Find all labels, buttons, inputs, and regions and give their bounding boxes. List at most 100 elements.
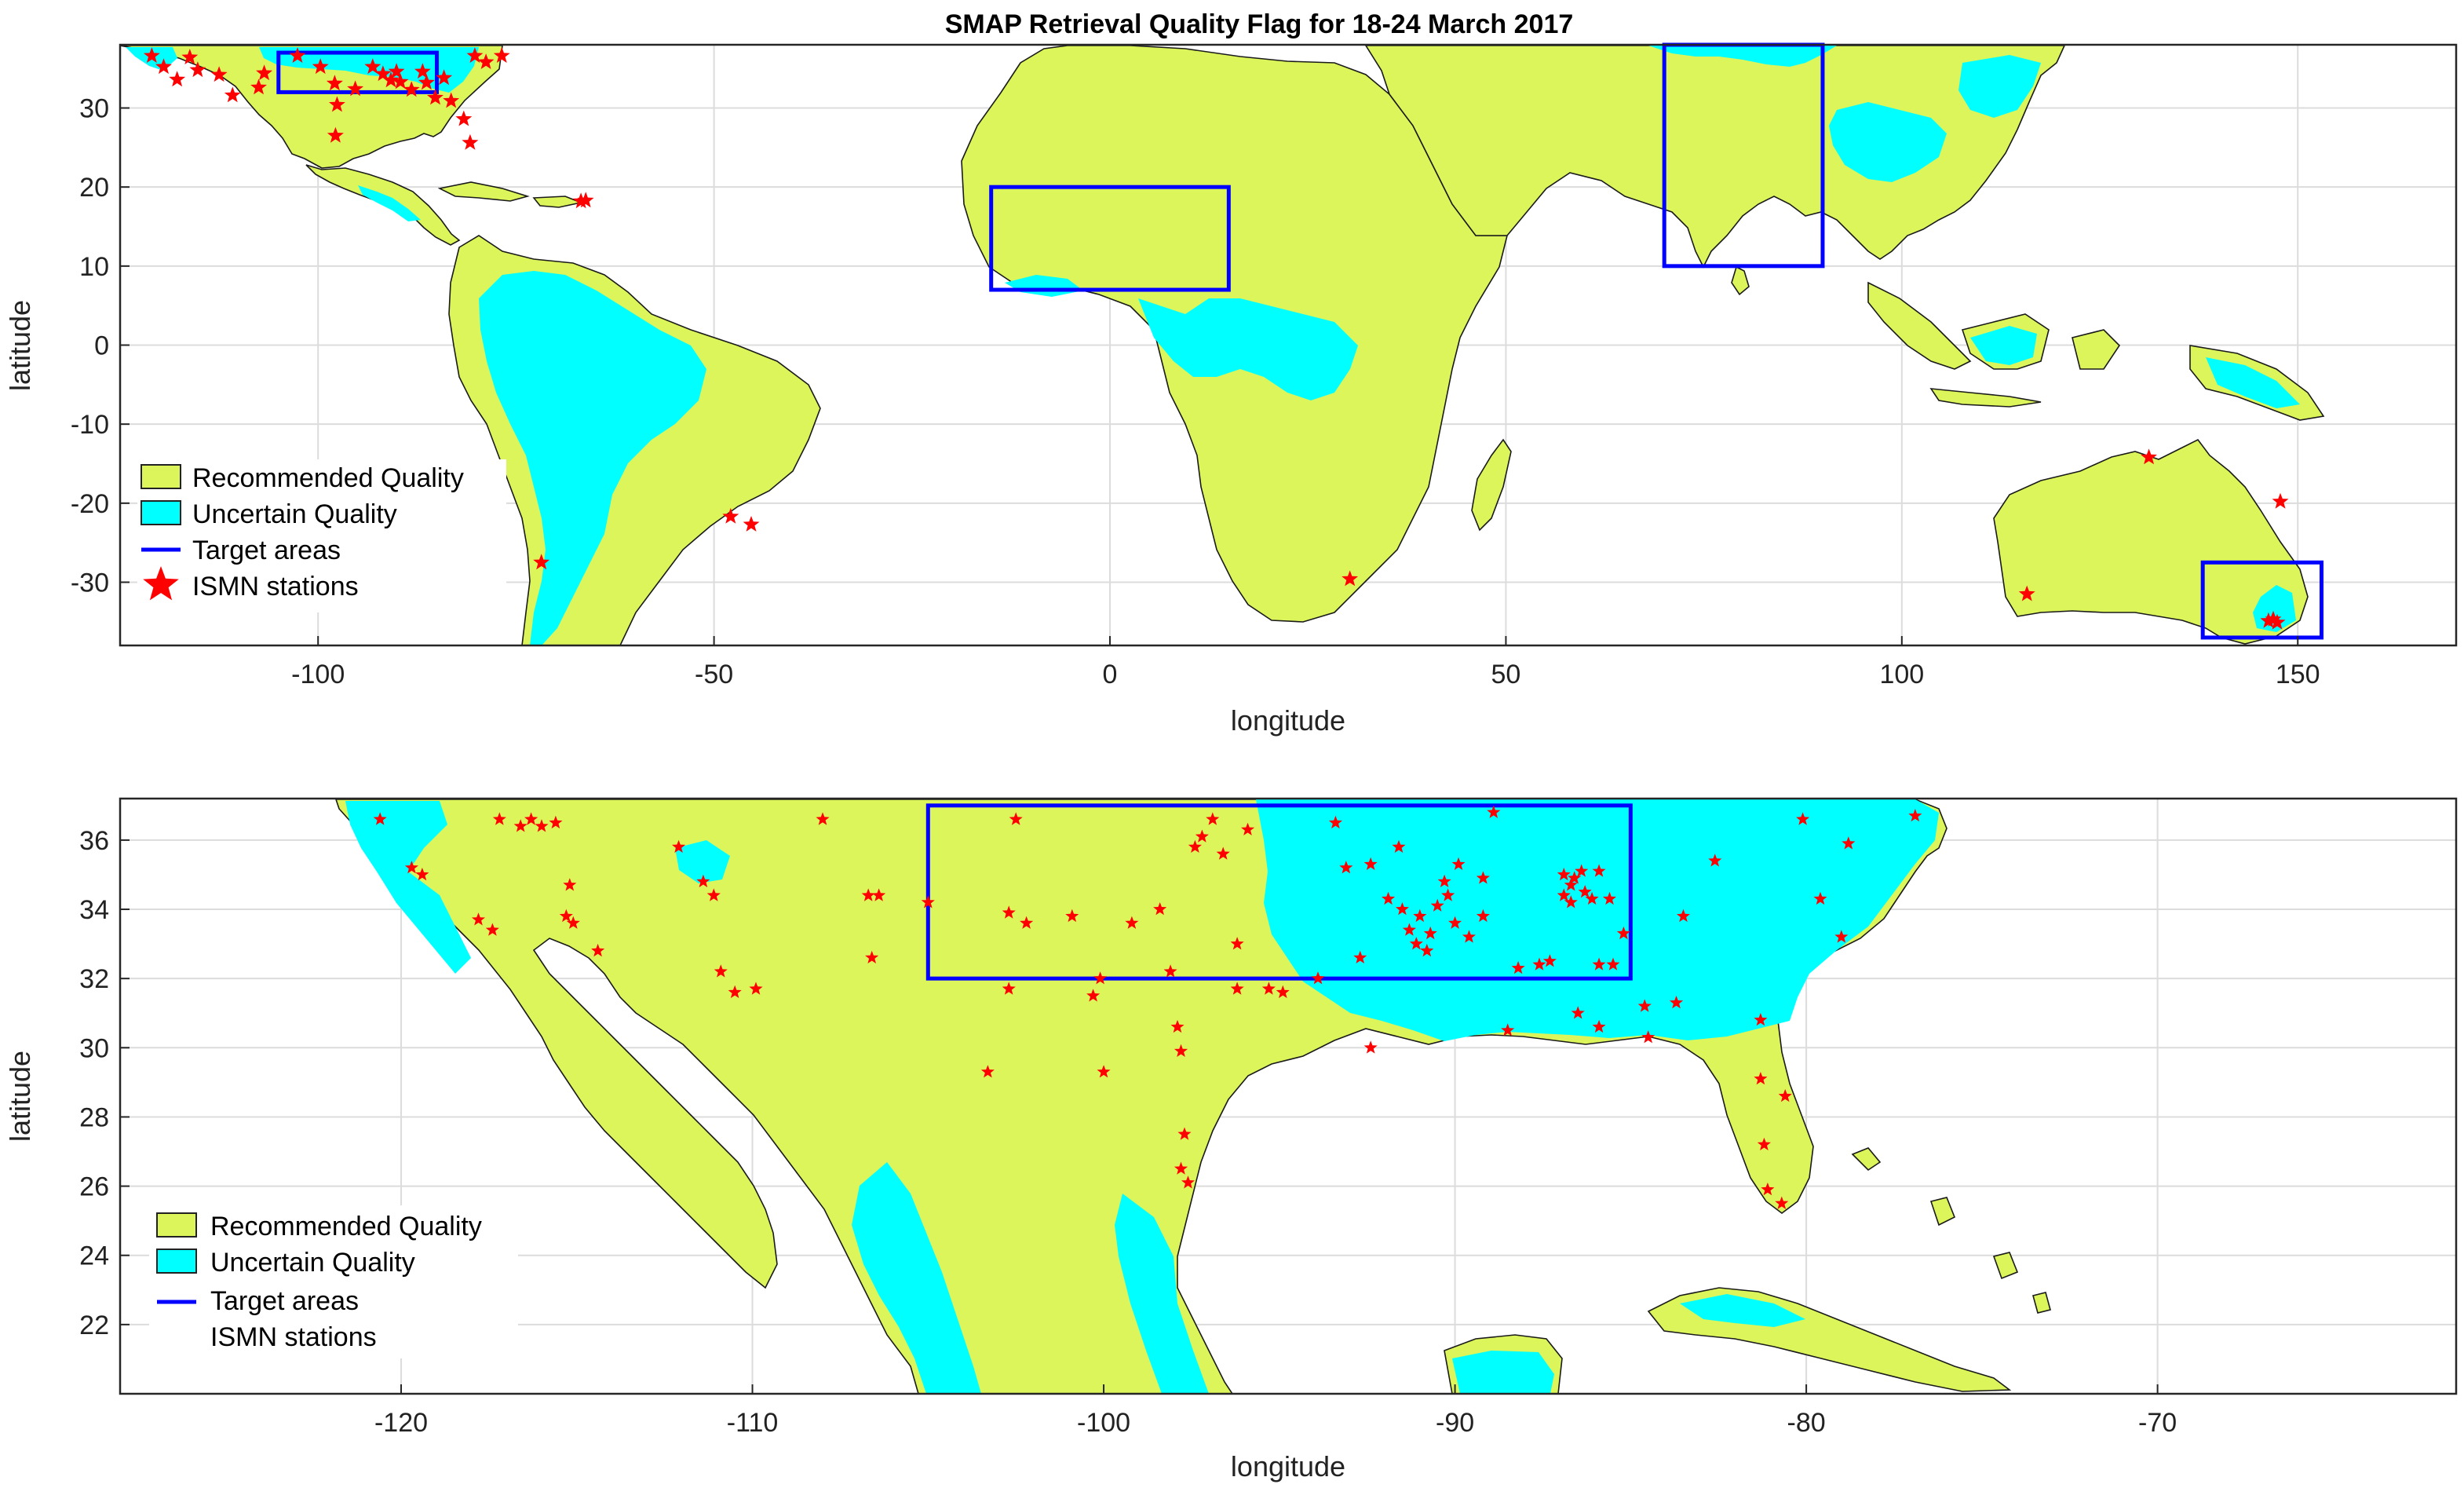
ismn-station-marker bbox=[1757, 1137, 1771, 1150]
ismn-station-marker bbox=[2141, 448, 2157, 465]
ismn-station-marker bbox=[1402, 923, 1416, 936]
target-area-box bbox=[989, 185, 1231, 292]
ismn-station-marker bbox=[169, 71, 186, 87]
ismn-station-marker bbox=[1669, 996, 1684, 1009]
conus-tick-labels: -120 -110 -100 -90 -80 -70 22 24 26 28 30 32 34 36 bbox=[79, 826, 2177, 1438]
ismn-station-marker bbox=[1413, 909, 1427, 923]
conus-target-areas bbox=[925, 803, 1633, 981]
central-america-uncertain bbox=[358, 185, 421, 221]
ismn-station-marker bbox=[1409, 937, 1423, 950]
global-y-axis-label: latitude bbox=[4, 300, 36, 391]
y-tick-label: 20 bbox=[79, 173, 109, 203]
ismn-station-marker bbox=[2018, 585, 2035, 601]
ismn-station-marker bbox=[374, 65, 392, 82]
x-tick-label: 0 bbox=[1103, 660, 1118, 689]
ismn-station-marker bbox=[1641, 1030, 1655, 1044]
ismn-station-marker bbox=[1813, 891, 1827, 905]
ismn-station-marker bbox=[1065, 909, 1079, 923]
ismn-station-marker bbox=[1476, 909, 1490, 923]
ismn-station-marker bbox=[1462, 930, 1476, 943]
ismn-station-marker bbox=[471, 912, 485, 926]
ismn-station-marker bbox=[1754, 1013, 1768, 1026]
ismn-station-marker bbox=[443, 92, 460, 108]
ismn-station-marker bbox=[1575, 864, 1589, 877]
ismn-station-marker bbox=[1392, 839, 1406, 853]
ismn-station-marker bbox=[1002, 982, 1016, 995]
caribbean-islands bbox=[437, 181, 583, 208]
ismn-station-marker bbox=[1163, 964, 1177, 978]
ismn-station-marker bbox=[1908, 809, 1922, 822]
ismn-station-marker bbox=[250, 79, 267, 95]
ismn-station-marker bbox=[1585, 891, 1599, 905]
ismn-station-marker bbox=[485, 923, 499, 936]
ismn-station-marker bbox=[865, 950, 879, 963]
asia-uncertain bbox=[1648, 46, 2041, 182]
ismn-station-marker bbox=[403, 81, 420, 97]
ismn-station-marker bbox=[1778, 1089, 1792, 1102]
ismn-station-marker bbox=[347, 80, 364, 97]
x-tick-label: -110 bbox=[727, 1408, 779, 1438]
x-tick-label: -90 bbox=[1436, 1408, 1474, 1438]
south-america-uncertain bbox=[479, 271, 706, 645]
ismn-station-marker bbox=[493, 47, 510, 63]
ismn-station-marker bbox=[2260, 612, 2277, 628]
ismn-station-marker bbox=[155, 58, 172, 75]
x-tick-label: 50 bbox=[1491, 660, 1521, 689]
ismn-station-marker bbox=[1557, 868, 1571, 881]
y-tick-label: 26 bbox=[79, 1172, 109, 1202]
ismn-station-marker bbox=[2269, 613, 2286, 630]
conus-axes-frame bbox=[119, 797, 2458, 1395]
conus-uncertain-mexico-coast bbox=[852, 1162, 1209, 1394]
conus-x-axis-label: longitude bbox=[1231, 1450, 1345, 1483]
ismn-station-marker bbox=[1451, 857, 1466, 870]
ismn-station-marker bbox=[1206, 812, 1220, 825]
ismn-station-marker bbox=[1564, 878, 1578, 891]
ismn-station-marker bbox=[477, 53, 495, 69]
conus-ismn-stations bbox=[373, 805, 1922, 1209]
ismn-station-marker bbox=[1676, 909, 1690, 923]
ismn-station-marker bbox=[722, 507, 739, 524]
ismn-station-marker bbox=[1125, 916, 1139, 929]
ismn-station-marker bbox=[1009, 812, 1023, 825]
ismn-station-marker bbox=[1487, 805, 1501, 818]
ismn-station-marker bbox=[1174, 1161, 1188, 1175]
ismn-station-marker bbox=[533, 554, 550, 570]
ismn-station-marker bbox=[743, 516, 760, 532]
global-legend-label-target: Target areas bbox=[192, 536, 341, 565]
ismn-station-marker bbox=[2265, 610, 2282, 627]
conus-legend-swatch-recommended bbox=[156, 1212, 197, 1238]
ismn-station-marker bbox=[1230, 937, 1244, 950]
ismn-station-marker bbox=[1571, 1006, 1585, 1019]
ismn-station-marker bbox=[714, 964, 728, 978]
conus-y-axis-label: latitude bbox=[4, 1051, 36, 1142]
conus-legend: Recommended Quality Uncertain Quality Ta… bbox=[149, 1205, 518, 1358]
conus-legend-label-stations: ISMN stations bbox=[210, 1322, 377, 1352]
x-tick-label: -100 bbox=[1077, 1408, 1130, 1438]
ismn-station-marker bbox=[1532, 957, 1546, 971]
target-area-box bbox=[2200, 560, 2324, 640]
ismn-station-marker bbox=[414, 63, 431, 79]
ismn-station-marker bbox=[392, 73, 409, 90]
ismn-station-marker bbox=[1328, 815, 1342, 829]
ismn-station-marker bbox=[816, 812, 830, 825]
ismn-station-marker bbox=[1448, 916, 1462, 929]
ismn-station-marker bbox=[1775, 1196, 1789, 1209]
ismn-station-marker bbox=[980, 1065, 995, 1078]
ismn-station-marker bbox=[1754, 1072, 1768, 1085]
ismn-station-marker bbox=[1097, 1065, 1111, 1078]
ismn-station-marker bbox=[549, 815, 563, 829]
global-legend: Recommended Quality Uncertain Quality Ta… bbox=[137, 459, 506, 612]
ismn-station-marker bbox=[327, 126, 344, 143]
conus-legend-label-uncertain: Uncertain Quality bbox=[210, 1248, 415, 1278]
x-tick-label: -50 bbox=[695, 660, 733, 689]
y-tick-label: 30 bbox=[79, 94, 109, 124]
conus-map-panel: -120 -110 -100 -90 -80 -70 22 24 26 28 30 32 34 36 lo… bbox=[4, 797, 2458, 1483]
x-tick-label: 150 bbox=[2276, 660, 2320, 689]
ismn-station-marker bbox=[706, 888, 721, 901]
ismn-station-marker bbox=[591, 943, 605, 957]
ismn-station-marker bbox=[1761, 1183, 1775, 1196]
bahamas-islands bbox=[1851, 1147, 2051, 1314]
cuba-uncertain bbox=[1680, 1294, 1805, 1327]
ismn-station-marker bbox=[382, 71, 400, 88]
ismn-station-marker bbox=[728, 985, 742, 999]
